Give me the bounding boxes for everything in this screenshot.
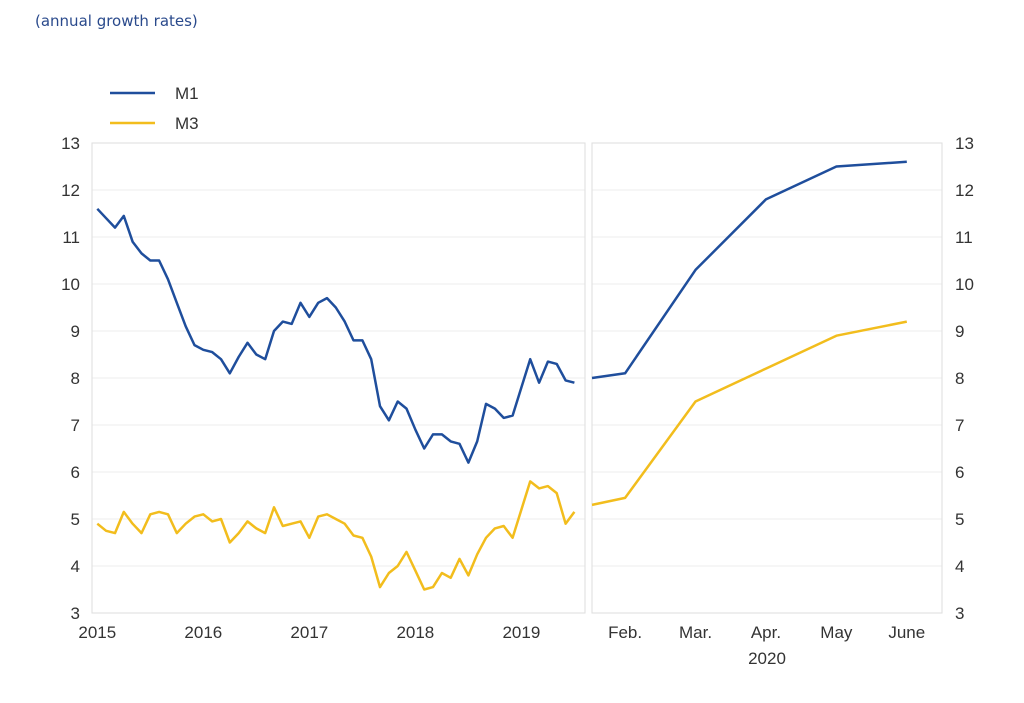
series-line-m3: [591, 320, 908, 507]
y-tick-label-right: 13: [955, 134, 974, 153]
series-line-m3: [96, 480, 576, 591]
x-tick-label: 2015: [78, 623, 116, 642]
year-label: 2020: [748, 649, 786, 668]
y-tick-label-right: 6: [955, 463, 964, 482]
x-tick-label: June: [888, 623, 925, 642]
y-tick-label-right: 11: [955, 228, 973, 247]
y-tick-label-right: 8: [955, 369, 964, 388]
y-tick-label-left: 7: [71, 416, 80, 435]
y-tick-label-left: 8: [71, 369, 80, 388]
legend-label-m1: M1: [175, 84, 199, 103]
y-tick-label-right: 9: [955, 322, 964, 341]
plot-frame: [91, 142, 586, 614]
y-tick-label-left: 4: [71, 557, 80, 576]
x-tick-label: 2019: [502, 623, 540, 642]
y-tick-label-right: 10: [955, 275, 974, 294]
y-tick-label-left: 11: [62, 228, 80, 247]
x-tick-label: 2017: [290, 623, 328, 642]
y-tick-label-left: 3: [71, 604, 80, 623]
x-tick-label: 2018: [396, 623, 434, 642]
y-tick-label-right: 12: [955, 181, 974, 200]
y-tick-label-left: 10: [61, 275, 80, 294]
x-tick-label: May: [820, 623, 853, 642]
y-tick-label-left: 6: [71, 463, 80, 482]
y-tick-label-left: 12: [61, 181, 80, 200]
series-line-m1: [96, 207, 575, 464]
chart-subtitle: (annual growth rates): [35, 12, 198, 30]
y-tick-label-left: 5: [71, 510, 80, 529]
series-line-m1: [591, 160, 907, 380]
y-tick-label-right: 5: [955, 510, 964, 529]
y-tick-label-right: 4: [955, 557, 964, 576]
legend-label-m3: M3: [175, 114, 199, 133]
x-tick-label: Feb.: [608, 623, 642, 642]
y-tick-label-left: 9: [71, 322, 80, 341]
x-tick-label: Apr.: [751, 623, 781, 642]
y-tick-label-right: 7: [955, 416, 964, 435]
y-tick-label-right: 3: [955, 604, 964, 623]
y-tick-label-left: 13: [61, 134, 80, 153]
x-tick-label: 2016: [184, 623, 222, 642]
x-tick-label: Mar.: [679, 623, 712, 642]
